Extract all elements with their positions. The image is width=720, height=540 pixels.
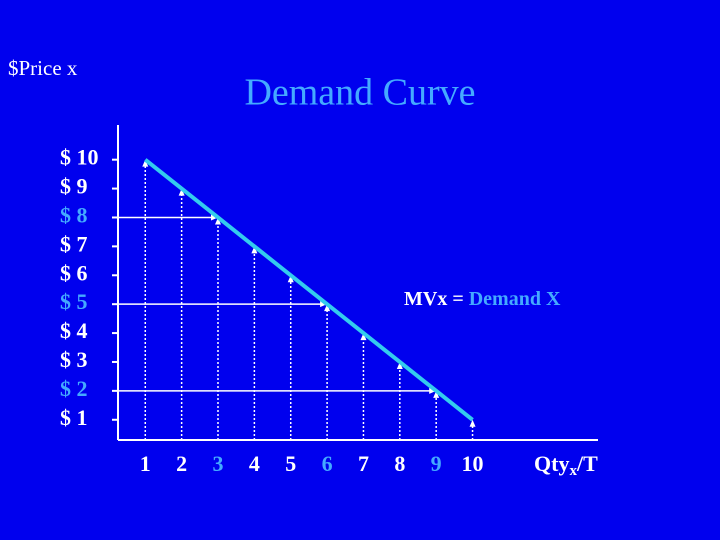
y-axis-label: $Price x bbox=[8, 56, 78, 80]
chart-title: Demand Curve bbox=[244, 72, 475, 114]
arrow-head bbox=[215, 217, 221, 225]
y-tick-label: $ 6 bbox=[60, 260, 88, 285]
x-tick-label: 6 bbox=[322, 451, 333, 476]
arrow-head bbox=[287, 275, 294, 283]
x-tick-label: 3 bbox=[213, 451, 224, 476]
annotation-part: Demand X bbox=[469, 288, 561, 310]
arrow-head bbox=[178, 188, 185, 196]
x-tick-label: 7 bbox=[358, 451, 369, 476]
arrow-head bbox=[211, 214, 218, 221]
arrow-head bbox=[469, 419, 476, 427]
demand-line bbox=[144, 158, 474, 422]
x-tick-label: 8 bbox=[394, 451, 405, 476]
arrow-head bbox=[142, 159, 149, 167]
y-tick-label: $ 5 bbox=[60, 289, 88, 314]
x-axis-label: Qtyx/T bbox=[534, 451, 598, 479]
y-tick-label: $ 10 bbox=[60, 145, 99, 170]
y-tick-label: $ 2 bbox=[60, 376, 88, 401]
arrow-head bbox=[429, 387, 437, 394]
x-tick-label: 9 bbox=[431, 451, 442, 476]
x-axis-label-part: /T bbox=[576, 451, 598, 476]
x-tick-label: 4 bbox=[249, 451, 260, 476]
arrow-head bbox=[324, 304, 331, 312]
annotation-part: MVx = bbox=[404, 288, 469, 310]
x-tick-label: 2 bbox=[176, 451, 187, 476]
y-tick-label: $ 8 bbox=[60, 203, 88, 228]
y-tick-label: $ 4 bbox=[60, 318, 88, 343]
arrow-head bbox=[396, 361, 403, 369]
x-tick-label: 10 bbox=[462, 451, 484, 476]
arrow-head bbox=[320, 301, 328, 308]
arrow-head bbox=[251, 246, 258, 254]
x-tick-label: 1 bbox=[140, 451, 151, 476]
annotation: MVx = Demand X bbox=[404, 288, 561, 310]
arrow-head bbox=[360, 333, 367, 341]
y-tick-label: $ 3 bbox=[60, 347, 88, 372]
arrow-head bbox=[433, 390, 440, 398]
x-tick-label: 5 bbox=[285, 451, 296, 476]
y-tick-label: $ 1 bbox=[60, 405, 88, 430]
y-tick-label: $ 7 bbox=[60, 231, 88, 256]
x-axis-label-part: Qty bbox=[534, 451, 569, 476]
y-tick-label: $ 9 bbox=[60, 174, 88, 199]
x-axis-label-part: x bbox=[569, 463, 577, 479]
